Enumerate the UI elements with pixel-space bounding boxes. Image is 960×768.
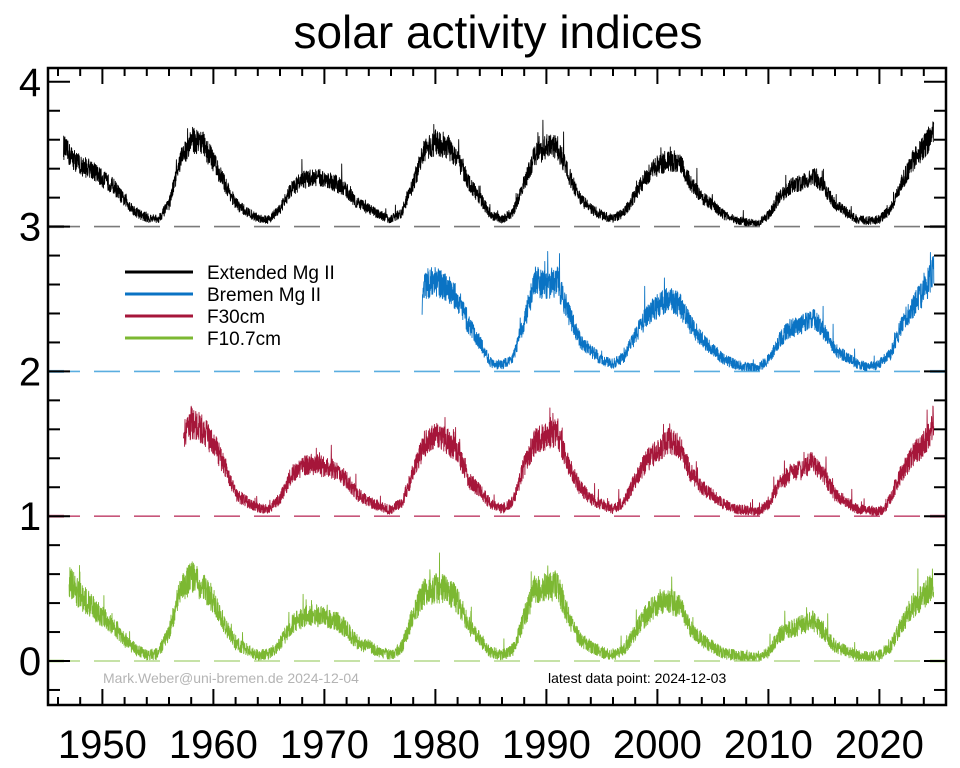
credit-text: Mark.Weber@uni-bremen.de 2024-12-04 — [103, 670, 359, 686]
legend-label: Extended Mg II — [207, 263, 335, 284]
series-bremen-mg-ii — [421, 251, 935, 372]
y-tick-label: 0 — [19, 640, 41, 684]
x-tick-label: 2020 — [835, 723, 924, 767]
x-tick-label: 1970 — [280, 723, 369, 767]
latest-data-point-text: latest data point: 2024-12-03 — [548, 670, 726, 686]
series-extended-mg-ii — [63, 119, 935, 227]
tick-labels: 1950 1960 1970 1980 1990 2000 2010 2020 0 1 2 3 4 — [19, 61, 924, 767]
ticks — [48, 68, 947, 705]
legend-item: Extended Mg II — [125, 263, 335, 284]
series-f30cm — [182, 405, 935, 516]
axes — [46, 66, 948, 707]
legend-item: F30cm — [125, 307, 265, 328]
x-tick-label: 1980 — [391, 723, 480, 767]
legend-item: F10.7cm — [125, 329, 281, 350]
chart-title: solar activity indices — [293, 6, 702, 58]
plot-frame — [46, 66, 948, 707]
y-tick-label: 2 — [19, 350, 41, 394]
legend-label: Bremen Mg II — [207, 285, 321, 306]
x-tick-label: 2000 — [613, 723, 702, 767]
y-tick-label: 4 — [19, 61, 41, 105]
x-tick-label: 2010 — [724, 723, 813, 767]
series-f10-7cm — [68, 552, 935, 661]
legend-label: F10.7cm — [207, 329, 281, 350]
y-tick-label: 3 — [19, 206, 41, 250]
legend-item: Bremen Mg II — [125, 285, 321, 306]
x-tick-label: 1950 — [58, 723, 147, 767]
y-tick-label: 1 — [19, 495, 41, 539]
x-tick-label: 1990 — [502, 723, 591, 767]
series-layer — [63, 119, 935, 661]
x-tick-label: 1960 — [169, 723, 258, 767]
legend-label: F30cm — [207, 307, 265, 328]
